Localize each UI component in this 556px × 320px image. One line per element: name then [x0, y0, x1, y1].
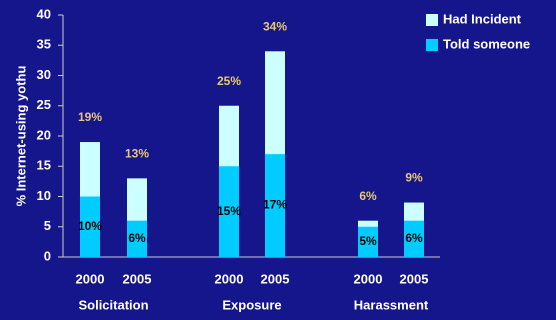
x-tick-label: 2005: [261, 271, 290, 286]
legend-label: Had Incident: [443, 11, 522, 26]
x-tick-label: 2005: [400, 271, 429, 286]
value-label: 6%: [405, 231, 423, 245]
value-label: 6%: [128, 231, 146, 245]
y-tick-label: 15: [37, 158, 51, 173]
bar: [80, 196, 100, 257]
value-label: 6%: [359, 189, 377, 203]
group-label: Exposure: [222, 297, 281, 312]
legend-swatch: [426, 39, 438, 51]
value-label: 19%: [78, 110, 102, 124]
bar: [404, 220, 424, 257]
value-label: 25%: [217, 74, 241, 88]
x-tick-label: 2000: [354, 271, 383, 286]
bar: [265, 154, 285, 257]
y-axis-label: % Internet-using yothu: [13, 66, 28, 207]
y-tick-label: 0: [44, 248, 51, 263]
legend-label: Told someone: [443, 36, 530, 51]
group-label: Solicitation: [78, 297, 148, 312]
bar: [358, 226, 378, 257]
value-label: 9%: [405, 171, 423, 185]
y-tick-label: 35: [37, 37, 51, 52]
y-tick-label: 10: [37, 188, 51, 203]
value-label: 34%: [263, 19, 287, 33]
legend-swatch: [426, 14, 438, 26]
value-label: 5%: [359, 234, 377, 248]
group-label: Harassment: [354, 297, 429, 312]
y-tick-label: 5: [44, 218, 51, 233]
y-tick-label: 30: [37, 67, 51, 82]
value-label: 13%: [125, 147, 149, 161]
y-tick-label: 40: [37, 6, 51, 21]
bar: [219, 166, 239, 257]
x-tick-label: 2005: [123, 271, 152, 286]
x-tick-label: 2000: [76, 271, 105, 286]
x-tick-label: 2000: [215, 271, 244, 286]
y-tick-label: 20: [37, 127, 51, 142]
bar: [127, 220, 147, 257]
value-label: 17%: [263, 198, 287, 212]
y-tick-label: 25: [37, 97, 51, 112]
value-label: 10%: [78, 219, 102, 233]
value-label: 15%: [217, 204, 241, 218]
